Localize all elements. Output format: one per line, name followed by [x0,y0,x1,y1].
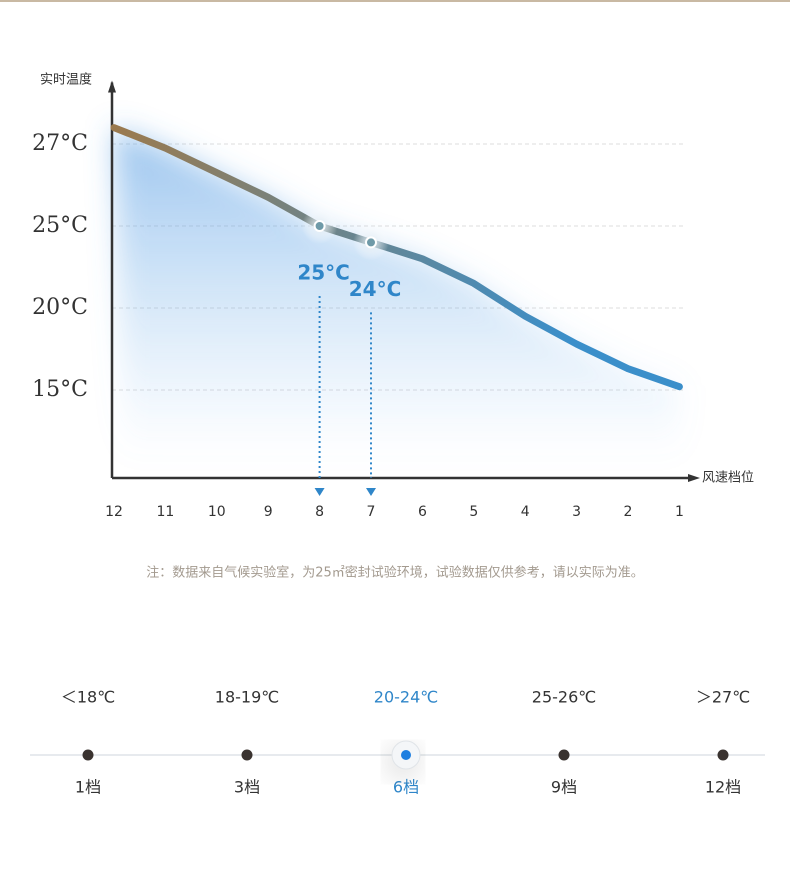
x-tick-label: 1 [675,504,684,520]
level-range: ＞27℃ [696,688,750,707]
level-dot [558,749,570,761]
y-tick-label: 25°C [32,213,88,238]
value-label: 25°C [297,261,350,285]
x-axis-arrow [688,474,700,482]
x-tick-label: 5 [469,504,478,520]
level-range: ＜18℃ [61,688,115,707]
level-range: 20-24℃ [374,688,438,707]
level-dot [401,750,411,760]
level-label: 12档 [705,778,741,797]
drop-marker [366,488,376,496]
x-tick-label: 3 [572,504,581,520]
x-tick-label: 2 [624,504,633,520]
note: 注：数据来自气候实验室，为25㎡密封试验环境，试验数据仅供参考，请以实际为准。 [146,565,644,581]
level-range: 18-19℃ [215,688,279,707]
point [365,236,377,249]
value-label: 24°C [349,277,402,301]
y-tick-label: 15°C [32,377,88,402]
x-tick-label: 12 [105,504,123,520]
y-axis-label: 实时温度 [40,72,92,88]
x-tick-label: 10 [208,504,226,520]
y-tick-label: 27°C [32,131,88,156]
drop-marker [314,488,325,496]
level-label: 9档 [551,778,577,797]
level-range: 25-26℃ [532,688,596,707]
x-tick-label: 9 [264,504,273,520]
x-tick-label: 8 [315,504,324,520]
level-dot [82,749,94,761]
level-label: 1档 [75,778,101,797]
x-tick-label: 4 [521,504,530,520]
top-rule [0,0,790,2]
y-axis-arrow [108,80,116,93]
level-dot [717,749,729,761]
area-glow [114,127,680,458]
x-tick-label: 7 [367,504,376,520]
point [313,220,326,232]
x-axis-label: 风速档位 [702,471,754,486]
x-tick-label: 11 [156,504,174,520]
x-tick-label: 6 [418,504,427,520]
level-label: 6档 [393,778,419,797]
line [110,124,683,391]
y-tick-label: 20°C [32,295,88,320]
level-label: 3档 [234,778,260,797]
level-dot [241,749,253,761]
